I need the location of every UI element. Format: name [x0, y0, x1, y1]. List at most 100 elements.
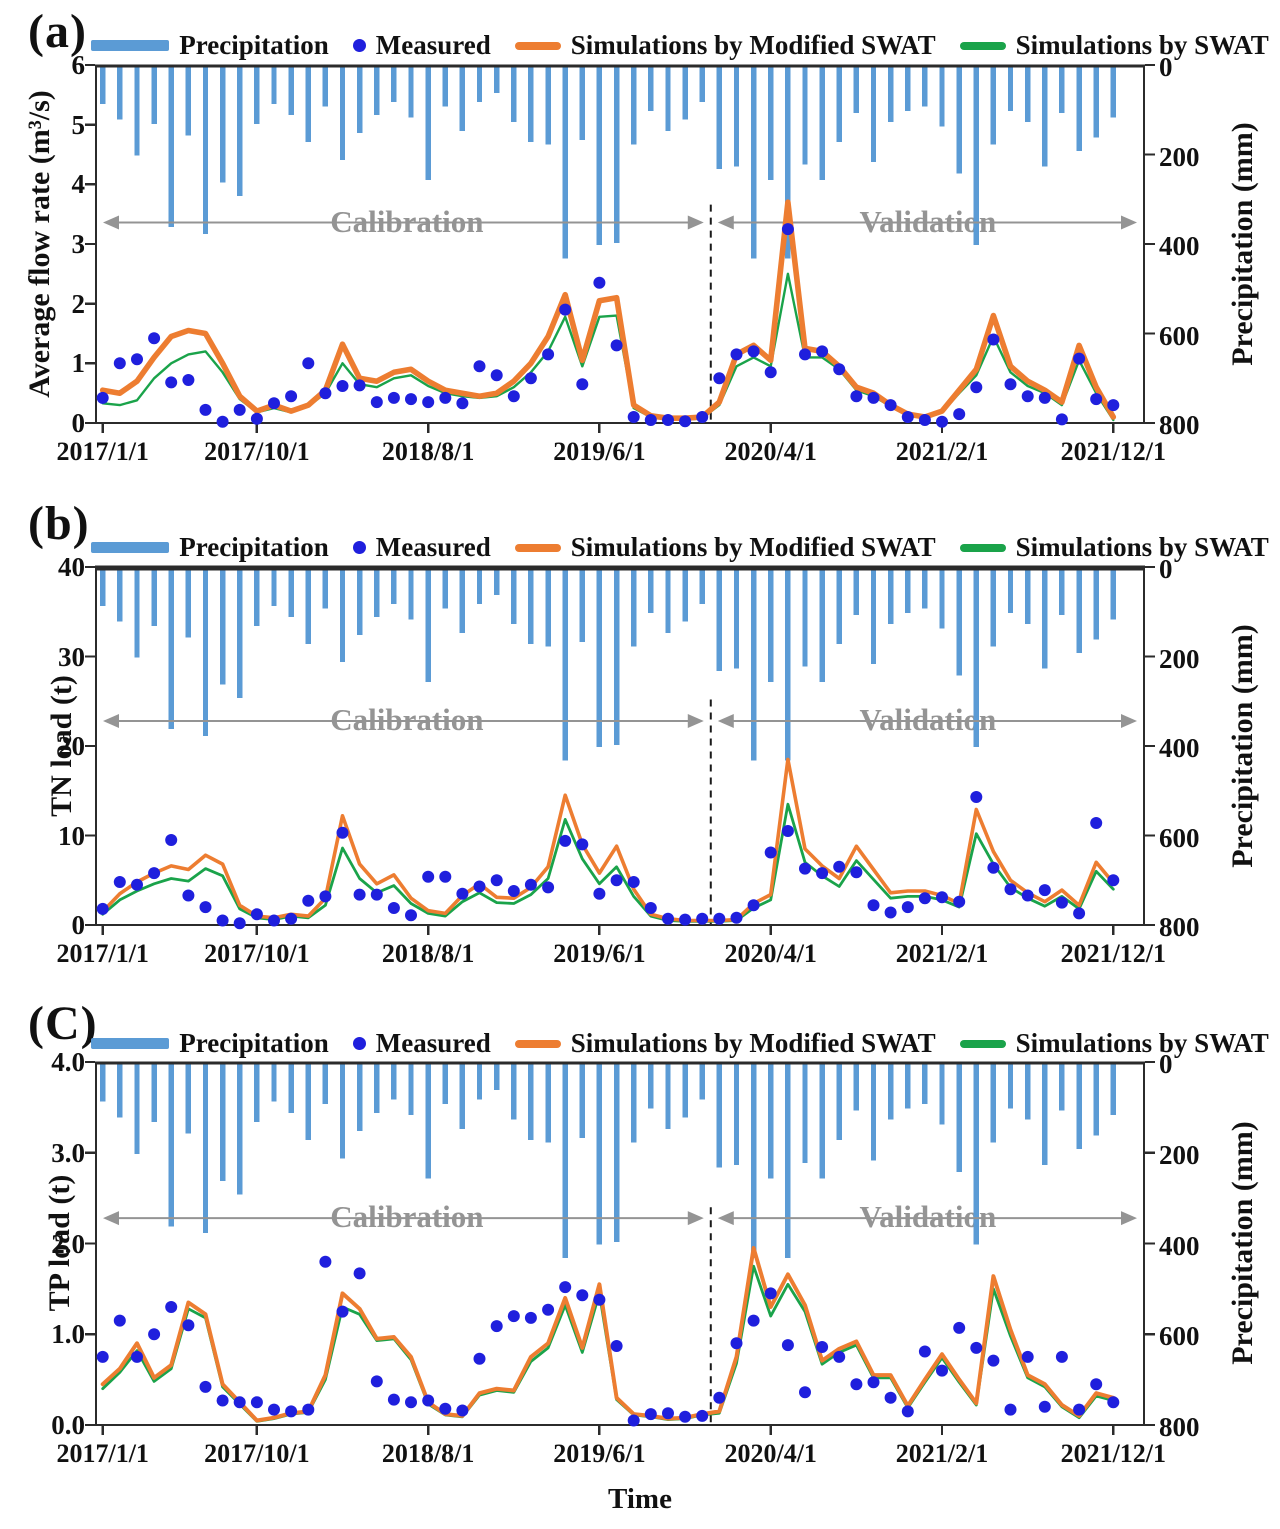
y-tick-label-left: 6 — [71, 50, 86, 80]
y-tick-label-left: 1.0 — [51, 1319, 85, 1350]
validation-label: Validation — [850, 201, 1006, 242]
chart-canvas — [85, 1060, 1155, 1435]
modified-swat-line-swatch-icon — [514, 41, 561, 50]
legend-item-precipitation: Precipitation — [91, 1028, 329, 1059]
y-tick-label-left: 4.0 — [51, 1047, 85, 1077]
x-tick-label: 2021/12/1 — [1060, 939, 1167, 968]
x-tick-label: 2021/2/1 — [895, 939, 989, 968]
y-tick-label-left: 3.0 — [51, 1137, 85, 1168]
precipitation-bar-swatch-icon — [91, 40, 170, 51]
y-tick-label-left: 0.0 — [51, 1410, 85, 1440]
legend-label-measured: Measured — [375, 1028, 491, 1058]
y-tick-label-right: 0 — [1159, 554, 1173, 584]
y-tick-label-right: 400 — [1159, 733, 1200, 763]
y-tick-label-left: 2.0 — [51, 1228, 85, 1259]
panel-label-b: (b) — [28, 497, 90, 550]
y-tick-label-left: 20 — [58, 731, 85, 761]
modified-swat-line-swatch-icon — [514, 1039, 561, 1048]
x-axis-title: Time — [608, 1483, 672, 1515]
legend-item-measured: Measured — [352, 532, 491, 563]
x-tick-label: 2017/10/1 — [204, 1439, 310, 1468]
swat-line-swatch-icon — [959, 41, 1006, 50]
legend-b: Precipitation Measured Simulations by Mo… — [91, 532, 1269, 563]
x-tick-label: 2017/10/1 — [204, 939, 310, 968]
chart-canvas — [85, 565, 1155, 935]
y-tick-label-left: 4 — [71, 169, 86, 200]
legend-item-modified-swat: Simulations by Modified SWAT — [514, 532, 936, 563]
precipitation-bar-swatch-icon — [91, 542, 170, 553]
legend-item-modified-swat: Simulations by Modified SWAT — [514, 30, 936, 61]
y-tick-label-right: 800 — [1159, 1412, 1200, 1442]
calibration-label: Calibration — [321, 201, 493, 242]
legend-label-modified-swat: Simulations by Modified SWAT — [570, 1028, 936, 1058]
y-tick-label-right: 400 — [1159, 231, 1200, 261]
modified-swat-line-swatch-icon — [514, 543, 561, 552]
legend-label-precipitation: Precipitation — [179, 1028, 329, 1058]
x-tick-label: 2018/8/1 — [381, 1439, 475, 1468]
legend-item-precipitation: Precipitation — [91, 30, 329, 61]
calibration-label: Calibration — [321, 699, 493, 740]
y-tick-label-right: 200 — [1159, 643, 1200, 674]
swat-line-swatch-icon — [959, 543, 1006, 552]
x-tick-label: 2017/1/1 — [56, 939, 149, 968]
swat-line-swatch-icon — [959, 1039, 1006, 1048]
x-tick-label: 2021/2/1 — [895, 1439, 989, 1468]
legend-label-measured: Measured — [375, 532, 491, 562]
y-tick-label-right: 800 — [1159, 912, 1200, 942]
legend-c: Precipitation Measured Simulations by Mo… — [91, 1028, 1269, 1059]
measured-dot-swatch-icon — [352, 541, 366, 554]
y-tick-label-right: 600 — [1159, 320, 1200, 351]
y-tick-label-right: 200 — [1159, 141, 1200, 172]
y-tick-label-right: 600 — [1159, 1321, 1200, 1352]
y-tick-label-left: 30 — [58, 641, 85, 672]
panel-b-tn-load: (b) Precipitation Measured Simulations b… — [0, 496, 1280, 996]
legend-label-precipitation: Precipitation — [179, 30, 329, 60]
x-tick-label: 2020/4/1 — [724, 437, 817, 466]
y-tick-label-right: 400 — [1159, 1230, 1200, 1261]
x-tick-label: 2019/6/1 — [553, 939, 646, 968]
y-tick-label-left: 1 — [71, 348, 86, 379]
x-tick-label: 2018/8/1 — [381, 939, 475, 968]
x-tick-label: 2020/4/1 — [724, 939, 817, 968]
x-tick-label: 2017/1/1 — [56, 1439, 149, 1468]
y-tick-label-left: 2 — [71, 288, 86, 319]
x-tick-label: 2017/10/1 — [204, 437, 310, 466]
legend-label-swat: Simulations by SWAT — [1015, 532, 1269, 562]
panel-label-a: (a) — [28, 5, 87, 58]
measured-dot-swatch-icon — [352, 1037, 366, 1050]
y-tick-label-right: 800 — [1159, 410, 1200, 440]
y-tick-label-left: 40 — [58, 552, 85, 582]
y-tick-label-right: 0 — [1159, 52, 1173, 82]
x-tick-label: 2020/4/1 — [724, 1439, 817, 1468]
legend-label-precipitation: Precipitation — [179, 532, 329, 562]
x-tick-label: 2019/6/1 — [553, 1439, 646, 1468]
chart-canvas — [85, 63, 1155, 433]
measured-dot-swatch-icon — [352, 39, 366, 52]
y-tick-label-left: 3 — [71, 229, 86, 259]
y-tick-label-right: 200 — [1159, 1139, 1200, 1170]
x-tick-label: 2019/6/1 — [553, 437, 646, 466]
panel-a-flow-rate: (a) Precipitation Measured Simulations b… — [0, 4, 1280, 496]
panel-label-c: (C) — [28, 997, 98, 1050]
y-tick-label-left: 10 — [58, 820, 85, 851]
plot-area-a: Calibration Validation 6 5 4 3 2 1 0 0 200 400 600… — [56, 50, 1199, 466]
validation-label: Validation — [850, 1197, 1006, 1238]
y-tick-label-right: 600 — [1159, 822, 1200, 853]
plot-area-b: Calibration Validation 40 30 20 10 0 0 200 400 6… — [56, 552, 1199, 968]
legend-item-precipitation: Precipitation — [91, 532, 329, 563]
x-tick-label: 2021/12/1 — [1060, 437, 1167, 466]
y-tick-label-left: 5 — [71, 109, 86, 140]
x-tick-label: 2021/12/1 — [1060, 1439, 1167, 1468]
legend-label-swat: Simulations by SWAT — [1015, 1028, 1269, 1058]
x-tick-label: 2021/2/1 — [895, 437, 989, 466]
panel-c-tp-load: (C) Precipitation Measured Simulations b… — [0, 996, 1280, 1529]
legend-label-measured: Measured — [375, 30, 491, 60]
legend-item-swat: Simulations by SWAT — [959, 532, 1269, 563]
y-tick-label-right: 0 — [1159, 1049, 1173, 1079]
legend-item-modified-swat: Simulations by Modified SWAT — [514, 1028, 936, 1059]
legend-item-measured: Measured — [352, 30, 491, 61]
legend-item-swat: Simulations by SWAT — [959, 1028, 1269, 1059]
legend-label-swat: Simulations by SWAT — [1015, 30, 1269, 60]
x-tick-label: 2017/1/1 — [56, 437, 149, 466]
y-tick-label-left: 0 — [71, 910, 86, 940]
